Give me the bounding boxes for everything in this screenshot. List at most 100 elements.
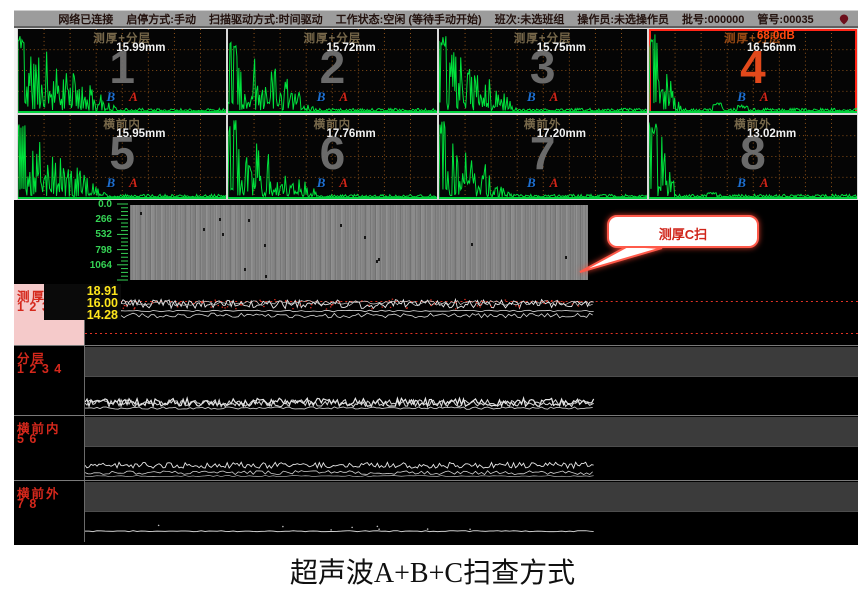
ascan-channel-number: 6 [319, 127, 346, 179]
gate-a-marker: A [129, 175, 138, 190]
bscan-trace-lamination[interactable] [85, 346, 858, 415]
cscan-defect-speck [471, 243, 474, 247]
ascan-thickness-value: 15.75mm [536, 42, 586, 54]
bscan-strip-transverse-inner[interactable]: 横前内 5 6 [14, 415, 858, 480]
caption: 超声波A+B+C扫查方式 [289, 558, 576, 589]
ascan-channel-title: 测厚+分层 [303, 33, 362, 45]
bscan-strip-label[interactable]: 分层 1 2 3 4 [14, 346, 85, 415]
cscan-defect-speck [376, 259, 379, 263]
gate-a-marker: A [339, 89, 349, 104]
gate-b-marker: B [737, 89, 746, 104]
cscan-defect-speck [243, 267, 246, 271]
cscan-row: 0.0 266 532 798 1064 测厚C扫 [14, 199, 858, 284]
cscan-callout: 测厚C扫 [570, 208, 780, 282]
thickness-value: 16.00 [86, 296, 118, 310]
cscan-defect-speck [265, 274, 268, 278]
cscan-image[interactable] [130, 205, 588, 280]
cscan-axis-tick: 798 [95, 244, 112, 256]
ascan-channel-number: 7 [529, 127, 556, 179]
bscan-trace-transverse-inner[interactable] [85, 416, 858, 480]
gate-b-marker: B [316, 175, 326, 190]
ascan-channel-title: 测厚+分层 [724, 33, 782, 45]
cscan-defect-speck [340, 224, 343, 228]
ascan-channel-title: 横前外 [734, 119, 772, 131]
status-item: 工作状态:空闲 (等待手动开始) [335, 13, 482, 26]
status-item: 批号:000000 [682, 13, 745, 26]
bscan-area: 测厚 1 2 3 18.91 16.00 14.28 分层 1 2 3 4 横前… [14, 284, 858, 545]
bscan-strip-label[interactable]: 横前内 5 6 [14, 416, 85, 480]
bscan-strip-label[interactable]: 横前外 7 8 [14, 481, 85, 542]
ascan-thickness-value: 17.20mm [536, 128, 586, 140]
status-item: 操作员:未选操作员 [577, 13, 670, 26]
bscan-strip-transverse-outer[interactable]: 横前外 7 8 [14, 480, 858, 542]
ascan-channel-title: 横前内 [103, 119, 141, 131]
bscan-gray-band [85, 417, 858, 447]
strip-channels: 5 6 [17, 432, 38, 446]
gate-b-marker: B [526, 175, 536, 190]
ascan-thickness-value: 15.99mm [116, 42, 166, 54]
ascan-thickness-value: 13.02mm [747, 128, 797, 140]
gate-a-marker: A [129, 89, 138, 104]
ascan-thickness-value: 15.72mm [326, 42, 376, 54]
cscan-defect-speck [564, 255, 567, 259]
strip-name: 横前内 [17, 422, 61, 436]
strip-name: 横前外 [17, 487, 61, 501]
gate-b-marker: B [526, 89, 536, 104]
gate-b-marker: B [106, 89, 116, 104]
gate-a-marker: A [549, 175, 559, 190]
gate-a-marker: A [339, 175, 349, 190]
status-bar: 网络已连接 启停方式:手动 扫描驱动方式:时间驱动 工作状态:空闲 (等待手动开始) 班… [14, 10, 858, 28]
connection-pin-icon [839, 13, 849, 29]
gate-a-marker: A [759, 89, 769, 104]
gate-a-marker: A [759, 175, 769, 190]
bscan-trace-transverse-outer[interactable] [85, 481, 858, 542]
ascan-channel-title: 测厚+分层 [93, 33, 151, 45]
gate-b-marker: B [316, 89, 326, 104]
thickness-readout: 18.91 16.00 14.28 [44, 284, 121, 321]
gate-b-marker: B [737, 175, 746, 190]
ascan-channel-number: 4 [740, 41, 766, 93]
ascan-channel-title: 测厚+分层 [513, 33, 572, 45]
ascan-thickness-value: 17.76mm [326, 128, 376, 140]
bscan-strip-lamination[interactable]: 分层 1 2 3 4 [14, 345, 858, 415]
gate-a-marker: A [549, 89, 559, 104]
cscan-defect-speck [378, 257, 381, 261]
ascan-channel-number: 3 [529, 41, 556, 93]
ascan-thickness-value: 16.56mm [747, 42, 797, 54]
cscan-axis-tick: 266 [95, 214, 112, 226]
cscan-axis-tick: 532 [95, 229, 112, 241]
strip-name: 测厚 [17, 290, 47, 304]
ascan-channel-number: 1 [109, 41, 135, 93]
strip-name: 分层 [17, 352, 47, 366]
cscan-axis-tick: 0.0 [98, 199, 112, 210]
bscan-strip-thickness[interactable]: 测厚 1 2 3 18.91 16.00 14.28 [14, 284, 858, 345]
status-item: 班次:未选班组 [494, 13, 565, 26]
cscan-defect-speck [264, 244, 267, 248]
strip-channels: 1 2 3 [17, 300, 50, 314]
thickness-value: 18.91 [86, 284, 118, 298]
ascan-channel-number: 8 [740, 127, 766, 179]
status-item: 网络已连接 [58, 13, 114, 26]
cscan-defect-speck [221, 233, 224, 237]
bscan-strip-label[interactable]: 测厚 1 2 3 18.91 16.00 14.28 [14, 284, 121, 345]
gate-b-marker: B [106, 175, 116, 190]
bscan-trace-thickness[interactable] [85, 284, 858, 345]
bscan-gray-band [85, 347, 858, 377]
ascan-channel-title: 横前外 [523, 119, 562, 131]
